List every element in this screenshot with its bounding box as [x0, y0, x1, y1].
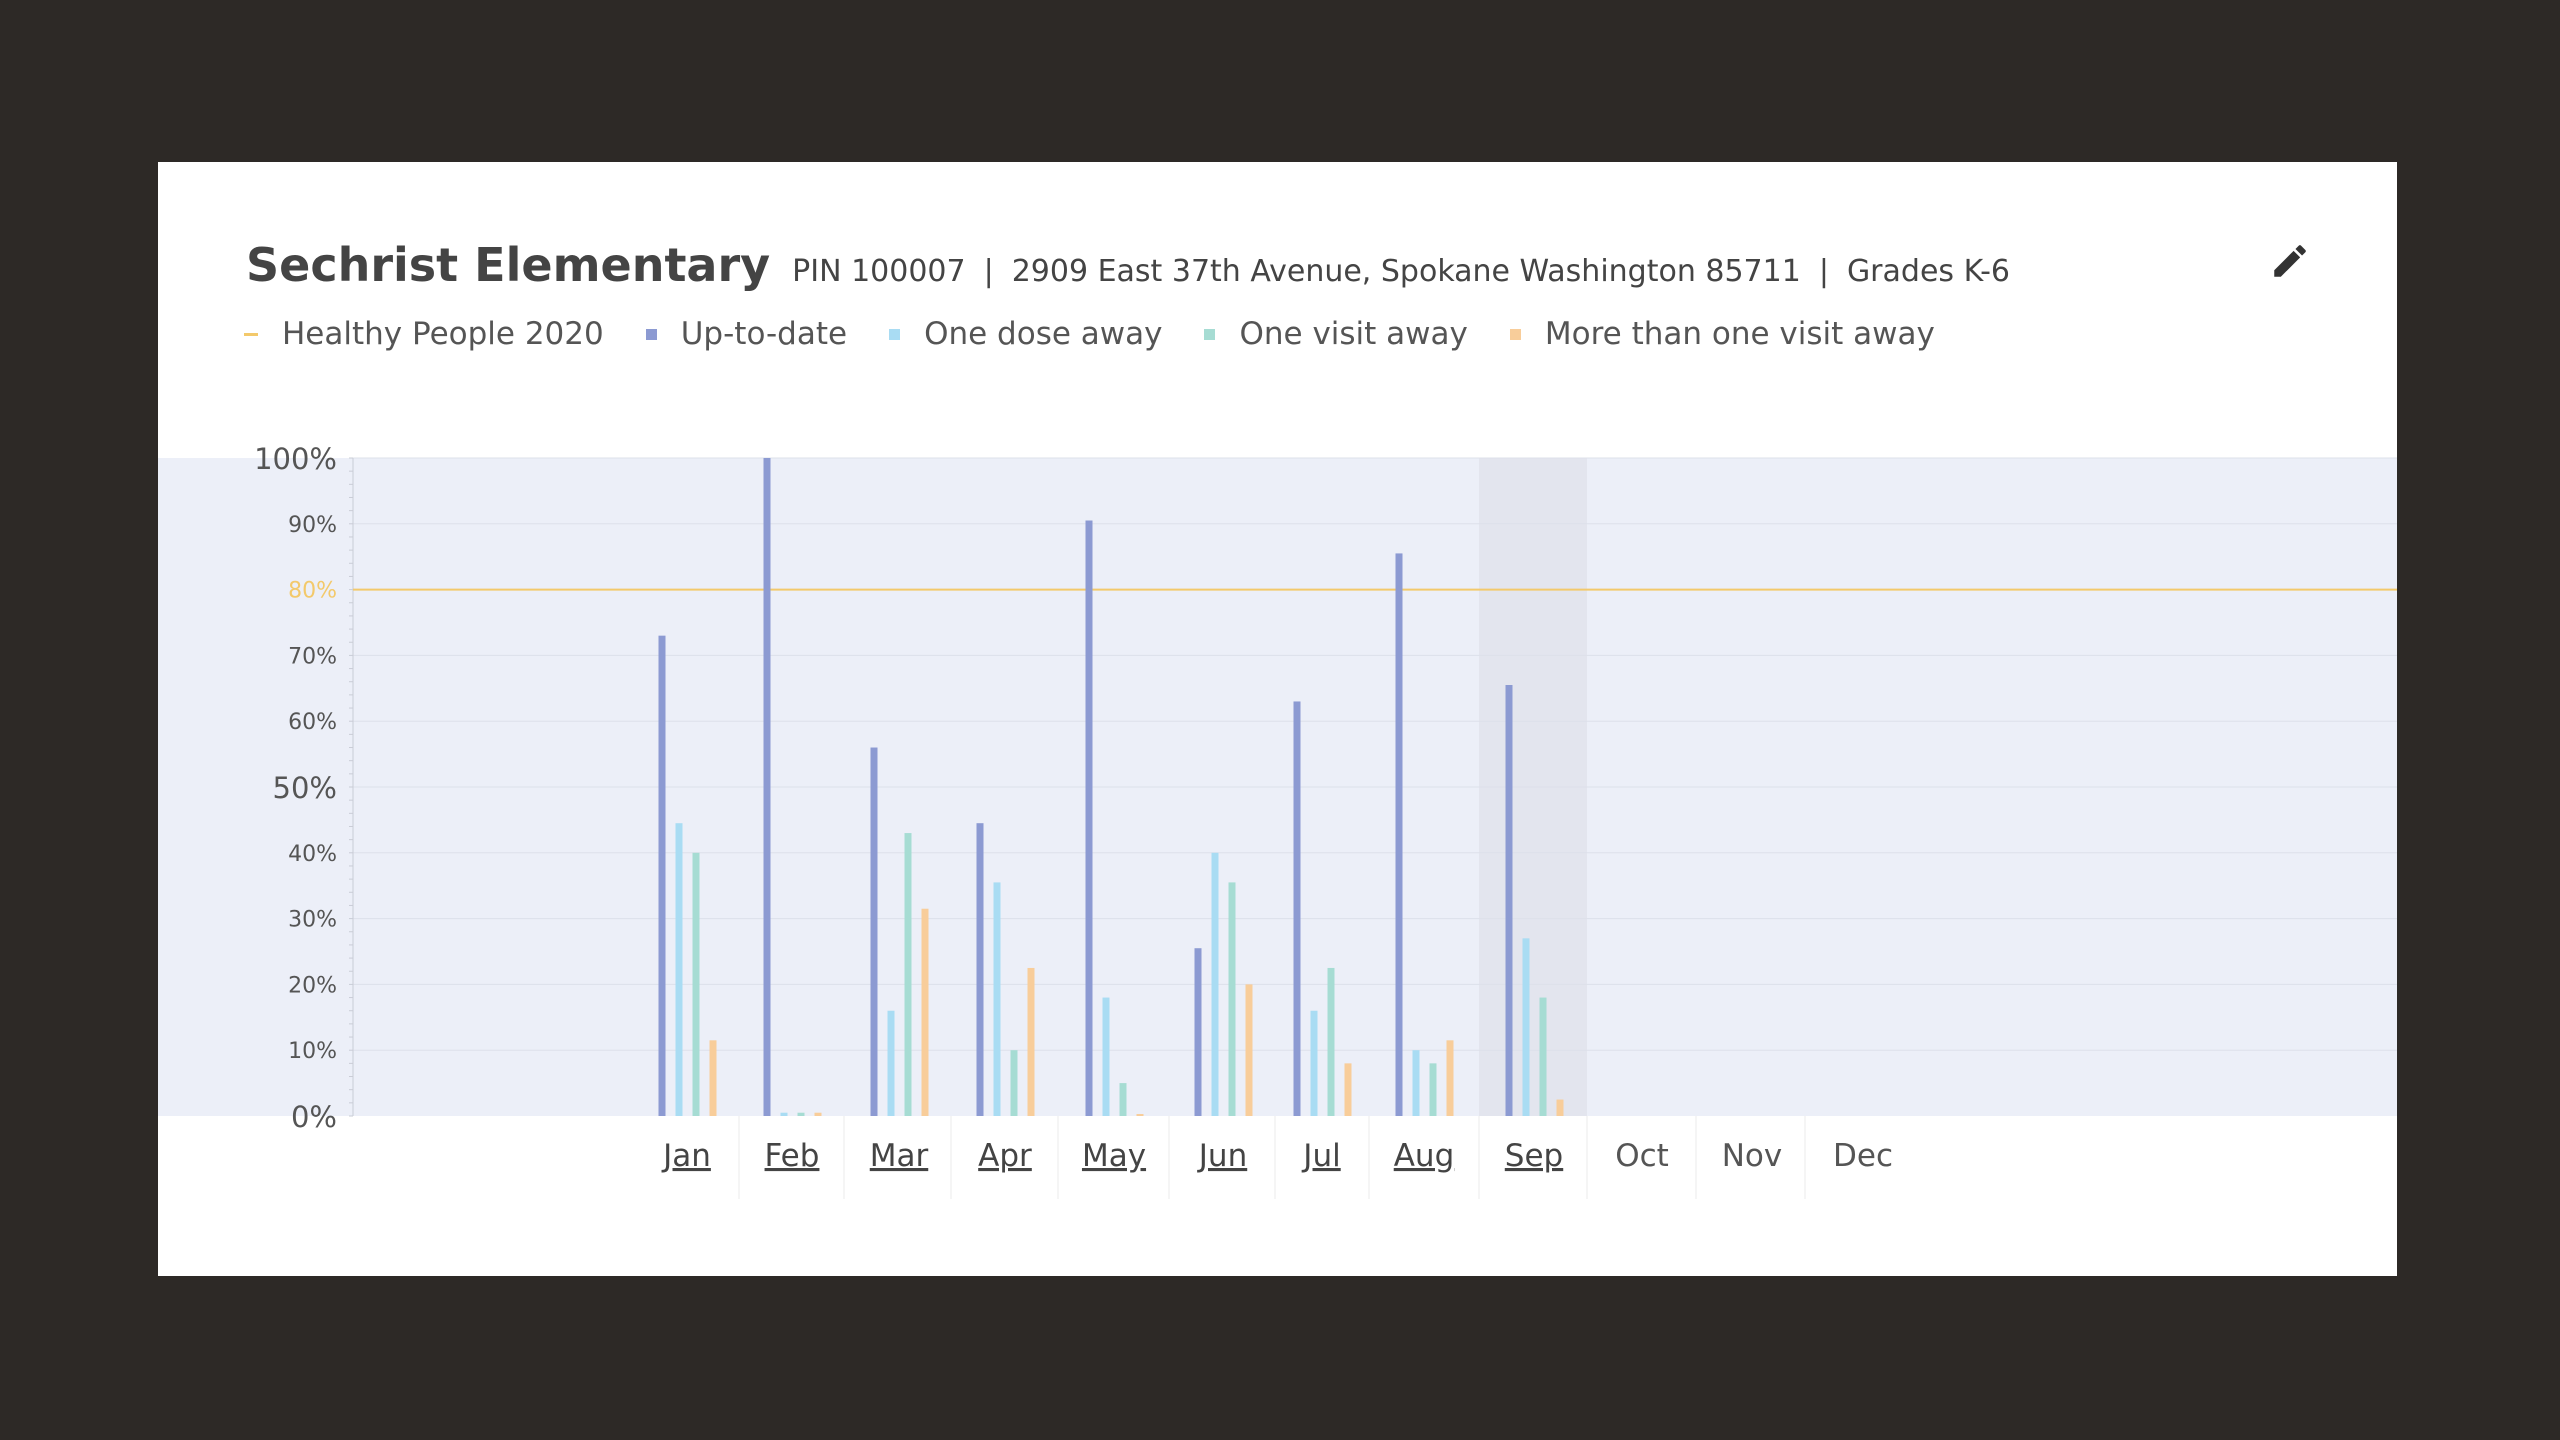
- legend-swatch: [244, 332, 258, 336]
- bar-one-visit-away: [1228, 882, 1236, 1116]
- bar-up-to-date: [658, 635, 666, 1116]
- school-card: Sechrist Elementary PIN 100007 | 2909 Ea…: [158, 162, 2397, 1276]
- bar-one-dose-away: [1522, 938, 1530, 1116]
- bar-up-to-date: [763, 458, 771, 1116]
- bar-one-dose-away: [1211, 852, 1219, 1116]
- legend-swatch: [1509, 328, 1521, 340]
- month-label-jun[interactable]: Jun: [1197, 1138, 1247, 1174]
- month-label-jan[interactable]: Jan: [661, 1138, 711, 1174]
- bar-one-dose-away: [887, 1010, 895, 1116]
- y-tick-label: 40%: [288, 842, 337, 867]
- legend-swatch: [889, 328, 901, 340]
- month-label-feb[interactable]: Feb: [765, 1138, 820, 1174]
- bar-up-to-date: [976, 823, 984, 1116]
- bar-one-dose-away: [675, 823, 683, 1116]
- bar-up-to-date: [1194, 948, 1202, 1116]
- bar-one-dose-away: [1310, 1010, 1318, 1116]
- legend-swatch: [645, 328, 657, 340]
- y-tick-label: 100%: [254, 442, 337, 476]
- bar-more-than-one-visit-away: [1245, 984, 1253, 1116]
- bar-more-than-one-visit-away: [921, 908, 929, 1116]
- school-address: 2909 East 37th Avenue, Spokane Washingto…: [1011, 254, 1801, 289]
- chart-legend: Healthy People 2020 Up-to-date One dose …: [244, 314, 1977, 354]
- y-tick-label: 20%: [288, 973, 337, 998]
- bar-more-than-one-visit-away: [814, 1112, 822, 1116]
- month-label-sep[interactable]: Sep: [1505, 1138, 1563, 1174]
- y-tick-label: 0%: [291, 1100, 337, 1134]
- month-label-may[interactable]: May: [1082, 1138, 1146, 1174]
- school-pin: PIN 100007: [792, 254, 966, 289]
- vaccination-bar-chart: 0% 10% 20% 30% 40% 50% 60% 70% 90% 100% 80% Jan Feb M…: [158, 442, 2397, 1199]
- bar-one-dose-away: [780, 1112, 788, 1116]
- bar-up-to-date: [1395, 553, 1403, 1116]
- bar-one-visit-away: [904, 833, 912, 1116]
- bar-more-than-one-visit-away: [1556, 1099, 1564, 1116]
- y-tick-label: 10%: [288, 1039, 337, 1064]
- school-header: Sechrist Elementary PIN 100007 | 2909 Ea…: [246, 238, 2010, 298]
- legend-swatch: [1204, 328, 1216, 340]
- legend-label: Up-to-date: [680, 316, 848, 352]
- bar-one-dose-away: [993, 882, 1001, 1116]
- header-separator: |: [1818, 254, 1829, 289]
- y-tick-label: 50%: [273, 771, 337, 805]
- month-label-jul[interactable]: Jul: [1301, 1138, 1340, 1174]
- bar-one-visit-away: [1010, 1050, 1018, 1116]
- school-grades: Grades K-6: [1846, 254, 2011, 289]
- y-tick-label: 60%: [288, 710, 337, 735]
- bar-one-dose-away: [1102, 997, 1110, 1116]
- bar-one-visit-away: [797, 1112, 805, 1116]
- y-tick-label: 30%: [288, 908, 337, 933]
- header-separator: |: [983, 254, 994, 289]
- month-label-nov: Nov: [1722, 1138, 1783, 1174]
- bar-one-visit-away: [1429, 1063, 1437, 1116]
- bar-more-than-one-visit-away: [709, 1040, 717, 1116]
- bar-one-visit-away: [1327, 967, 1335, 1116]
- legend-label: One dose away: [924, 316, 1163, 352]
- bar-more-than-one-visit-away: [1027, 967, 1035, 1116]
- bar-one-dose-away: [1412, 1050, 1420, 1116]
- month-label-aug[interactable]: Aug: [1394, 1138, 1455, 1174]
- bar-one-visit-away: [1539, 997, 1547, 1116]
- bar-more-than-one-visit-away: [1446, 1040, 1454, 1116]
- legend-item-target: Healthy People 2020: [244, 316, 604, 352]
- legend-item-one-dose-away: One dose away: [889, 316, 1162, 352]
- month-label-dec: Dec: [1833, 1138, 1893, 1174]
- bar-up-to-date: [1505, 685, 1513, 1116]
- bar-more-than-one-visit-away: [1136, 1114, 1144, 1116]
- bar-up-to-date: [1085, 520, 1093, 1116]
- target-tick-label: 80%: [288, 579, 337, 604]
- school-name: Sechrist Elementary: [246, 238, 771, 292]
- bar-up-to-date: [870, 747, 878, 1116]
- bar-more-than-one-visit-away: [1344, 1063, 1352, 1116]
- y-tick-label: 90%: [288, 513, 337, 538]
- month-label-mar[interactable]: Mar: [870, 1138, 929, 1174]
- legend-item-one-visit-away: One visit away: [1204, 316, 1468, 352]
- legend-item-more-than-one-visit-away: More than one visit away: [1509, 316, 1935, 352]
- bar-one-visit-away: [692, 852, 700, 1116]
- legend-label: One visit away: [1239, 316, 1468, 352]
- pencil-icon[interactable]: [2269, 240, 2311, 282]
- month-label-oct: Oct: [1615, 1138, 1669, 1174]
- bar-up-to-date: [1293, 701, 1301, 1116]
- bar-one-visit-away: [1119, 1083, 1127, 1116]
- legend-item-up-to-date: Up-to-date: [645, 316, 848, 352]
- legend-label: Healthy People 2020: [282, 316, 604, 352]
- y-tick-label: 70%: [288, 644, 337, 669]
- month-label-apr[interactable]: Apr: [978, 1138, 1032, 1174]
- legend-label: More than one visit away: [1544, 316, 1935, 352]
